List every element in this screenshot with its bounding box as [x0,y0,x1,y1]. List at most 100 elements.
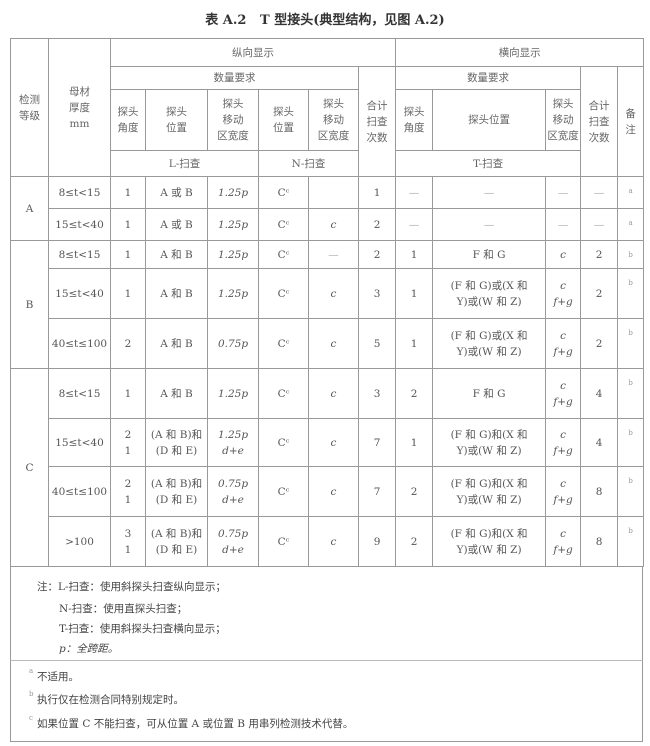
t-probe-position-cell: (F 和 G)和(X 和 Y)或(W 和 Z) [432,516,547,567]
probe-angle-cell: 2 1 [110,418,146,467]
t-probe-move-width-cell: c f+g [545,418,582,467]
header-remarks: 备 注 [617,66,645,177]
header-t-total-scans: 合计 扫查 次数 [580,66,619,177]
table-row: A 8≤t<15 1 A 或 B 1.25p Cᶜ 1— — — — a [10,176,645,241]
t-total-scans-cell: 4 [580,368,619,419]
probe-move-width-cell: 1.25p [207,208,259,241]
t-total-scans-cell: 2 [580,240,619,269]
footnote-mark: b [29,690,34,698]
n-probe-position-cell: Cᶜ [258,368,309,419]
thickness-cell: 15≤t<40 [48,418,111,467]
remark-cell: b [617,368,645,419]
header-n-probe-move-width: 探头 移动 区宽度 [308,89,359,151]
n-probe-move-width-cell: c [308,368,359,419]
remark-cell: a [617,208,645,241]
table-row: 15≤t<40 1 A 和 B 1.25p Cᶜ c 3 1 (F 和 G)或(X 和 Y)或(… [11,268,645,319]
t-probe-move-width-cell: — [545,208,582,241]
t-probe-angle-cell: 1 [395,268,434,319]
n-probe-position-cell: Cᶜ [258,516,309,567]
probe-move-width-cell: 0.75p d+e [207,466,259,517]
n-probe-position-cell: Cᶜ [258,240,309,269]
thickness-cell: 15≤t<40 [48,208,111,241]
t-total-scans-cell: 2 [580,268,619,319]
n-probe-position-cell: Cᶜ [258,318,309,369]
t-probe-angle-cell: — [395,176,434,209]
probe-angle-cell: 1 [110,268,146,319]
t-probe-move-width-cell: c f+g [545,318,582,369]
t-probe-position-cell: F 和 G [432,240,547,269]
header-t-probe-angle: 探头 角度 [395,89,434,151]
footnote-text: 如果位置 C 不能扫查，可从位置 A 或位置 B 用串列检测技术代替。 [37,718,354,730]
table-row: 15≤t<40 1 A 或 B 1.25p Cᶜ c 2— — — — a [11,208,645,241]
t-probe-move-width-cell: c f+g [545,516,582,567]
t-total-scans-cell: 2 [580,318,619,369]
total-scans-cell: 1 [357,176,397,209]
thickness-cell: 15≤t<40 [48,268,111,319]
n-probe-move-width-cell [308,176,359,209]
grade-cell: B [10,240,49,369]
probe-move-width-cell: 0.75p [207,318,259,369]
probe-angle-cell: 2 [110,318,146,369]
probe-angle-cell: 1 [110,208,146,241]
thickness-cell: 40≤t≤100 [48,466,111,517]
footnote-mark: c [29,714,33,722]
header-thickness: 母材 厚度 mm [48,38,111,177]
total-scans-cell: 3 [357,368,397,419]
probe-position-cell: A 和 B [145,368,208,419]
t-probe-angle-cell: 2 [395,516,434,567]
n-probe-move-width-cell: c [308,466,359,517]
header-longitudinal: 纵向显示 [109,38,397,67]
footnote: c 如果位置 C 不能扫查，可从位置 A 或位置 B 用串列检测技术代替。 [29,714,354,731]
table-row: 40≤t≤100 2 1 (A 和 B)和 (D 和 E) 0.75p d+e Cᶜ c 7… [11,466,645,517]
t-probe-position-cell: (F 和 G)或(X 和 Y)或(W 和 Z) [432,318,547,369]
t-probe-move-width-cell: c f+g [545,268,582,319]
grade-cell: C [10,368,49,567]
probe-angle-cell: 2 1 [110,466,146,517]
note-line: T-扫查：使用斜探头扫查横向显示； [59,623,226,635]
probe-angle-cell: 3 1 [110,516,146,567]
thickness-cell: >100 [48,516,111,567]
n-probe-move-width-cell: c [308,268,359,319]
t-probe-angle-cell: 1 [395,418,434,467]
t-probe-angle-cell: — [395,208,434,241]
n-probe-move-width-cell: c [308,208,359,241]
probe-position-cell: A 和 B [145,268,208,319]
probe-angle-cell: 1 [110,240,146,269]
n-probe-position-cell: Cᶜ [258,208,309,241]
n-probe-position-cell: Cᶜ [258,268,309,319]
t-probe-position-cell: — [432,176,547,209]
t-joint-table: 检测 等级 母材 厚度 mm 纵向显示 横向显示 数量要求 合计 扫查 次数 数… [10,38,645,567]
table-row: >100 3 1 (A 和 B)和 (D 和 E) 0.75p d+e Cᶜ c 9 2 (F … [11,516,645,567]
t-probe-angle-cell: 1 [395,318,434,369]
probe-move-width-cell: 1.25p [207,176,259,209]
header-t-scan: T-扫查 [395,150,582,177]
remark-cell: b [617,318,645,369]
remark-cell: b [617,268,645,319]
total-scans-cell: 7 [357,466,397,517]
header-probe-angle: 探头 角度 [110,89,146,151]
grade-cell: A [10,176,49,241]
probe-position-cell: (A 和 B)和 (D 和 E) [145,418,208,467]
note-line: 注：L-扫查：使用斜探头扫查纵向显示； [37,581,227,593]
t-probe-move-width-cell: c f+g [545,368,582,419]
probe-position-cell: A 或 B [145,176,208,209]
header-transverse: 横向显示 [395,38,645,67]
probe-position-cell: A 或 B [145,208,208,241]
probe-position-cell: (A 和 B)和 (D 和 E) [145,516,208,567]
table-row: 40≤t≤100 2 A 和 B 0.75p Cᶜ c 5 1 (F 和 G)或(X 和 Y)或… [11,318,645,369]
total-scans-cell: 5 [357,318,397,369]
note-line: p：全跨距。 [59,643,119,655]
t-probe-move-width-cell: — [545,176,582,209]
table-row: 15≤t<40 2 1 (A 和 B)和 (D 和 E) 1.25p d+e Cᶜ c 7 1… [11,418,645,467]
t-probe-move-width-cell: c [545,240,582,269]
thickness-cell: 8≤t<15 [48,176,111,209]
t-probe-position-cell: (F 和 G)和(X 和 Y)或(W 和 Z) [432,466,547,517]
t-probe-position-cell: — [432,208,547,241]
t-total-scans-cell: 8 [580,466,619,517]
n-probe-move-width-cell: c [308,418,359,467]
t-total-scans-cell: 4 [580,418,619,467]
total-scans-cell: 2 [357,240,397,269]
n-probe-move-width-cell: — [308,240,359,269]
t-probe-angle-cell: 2 [395,466,434,517]
